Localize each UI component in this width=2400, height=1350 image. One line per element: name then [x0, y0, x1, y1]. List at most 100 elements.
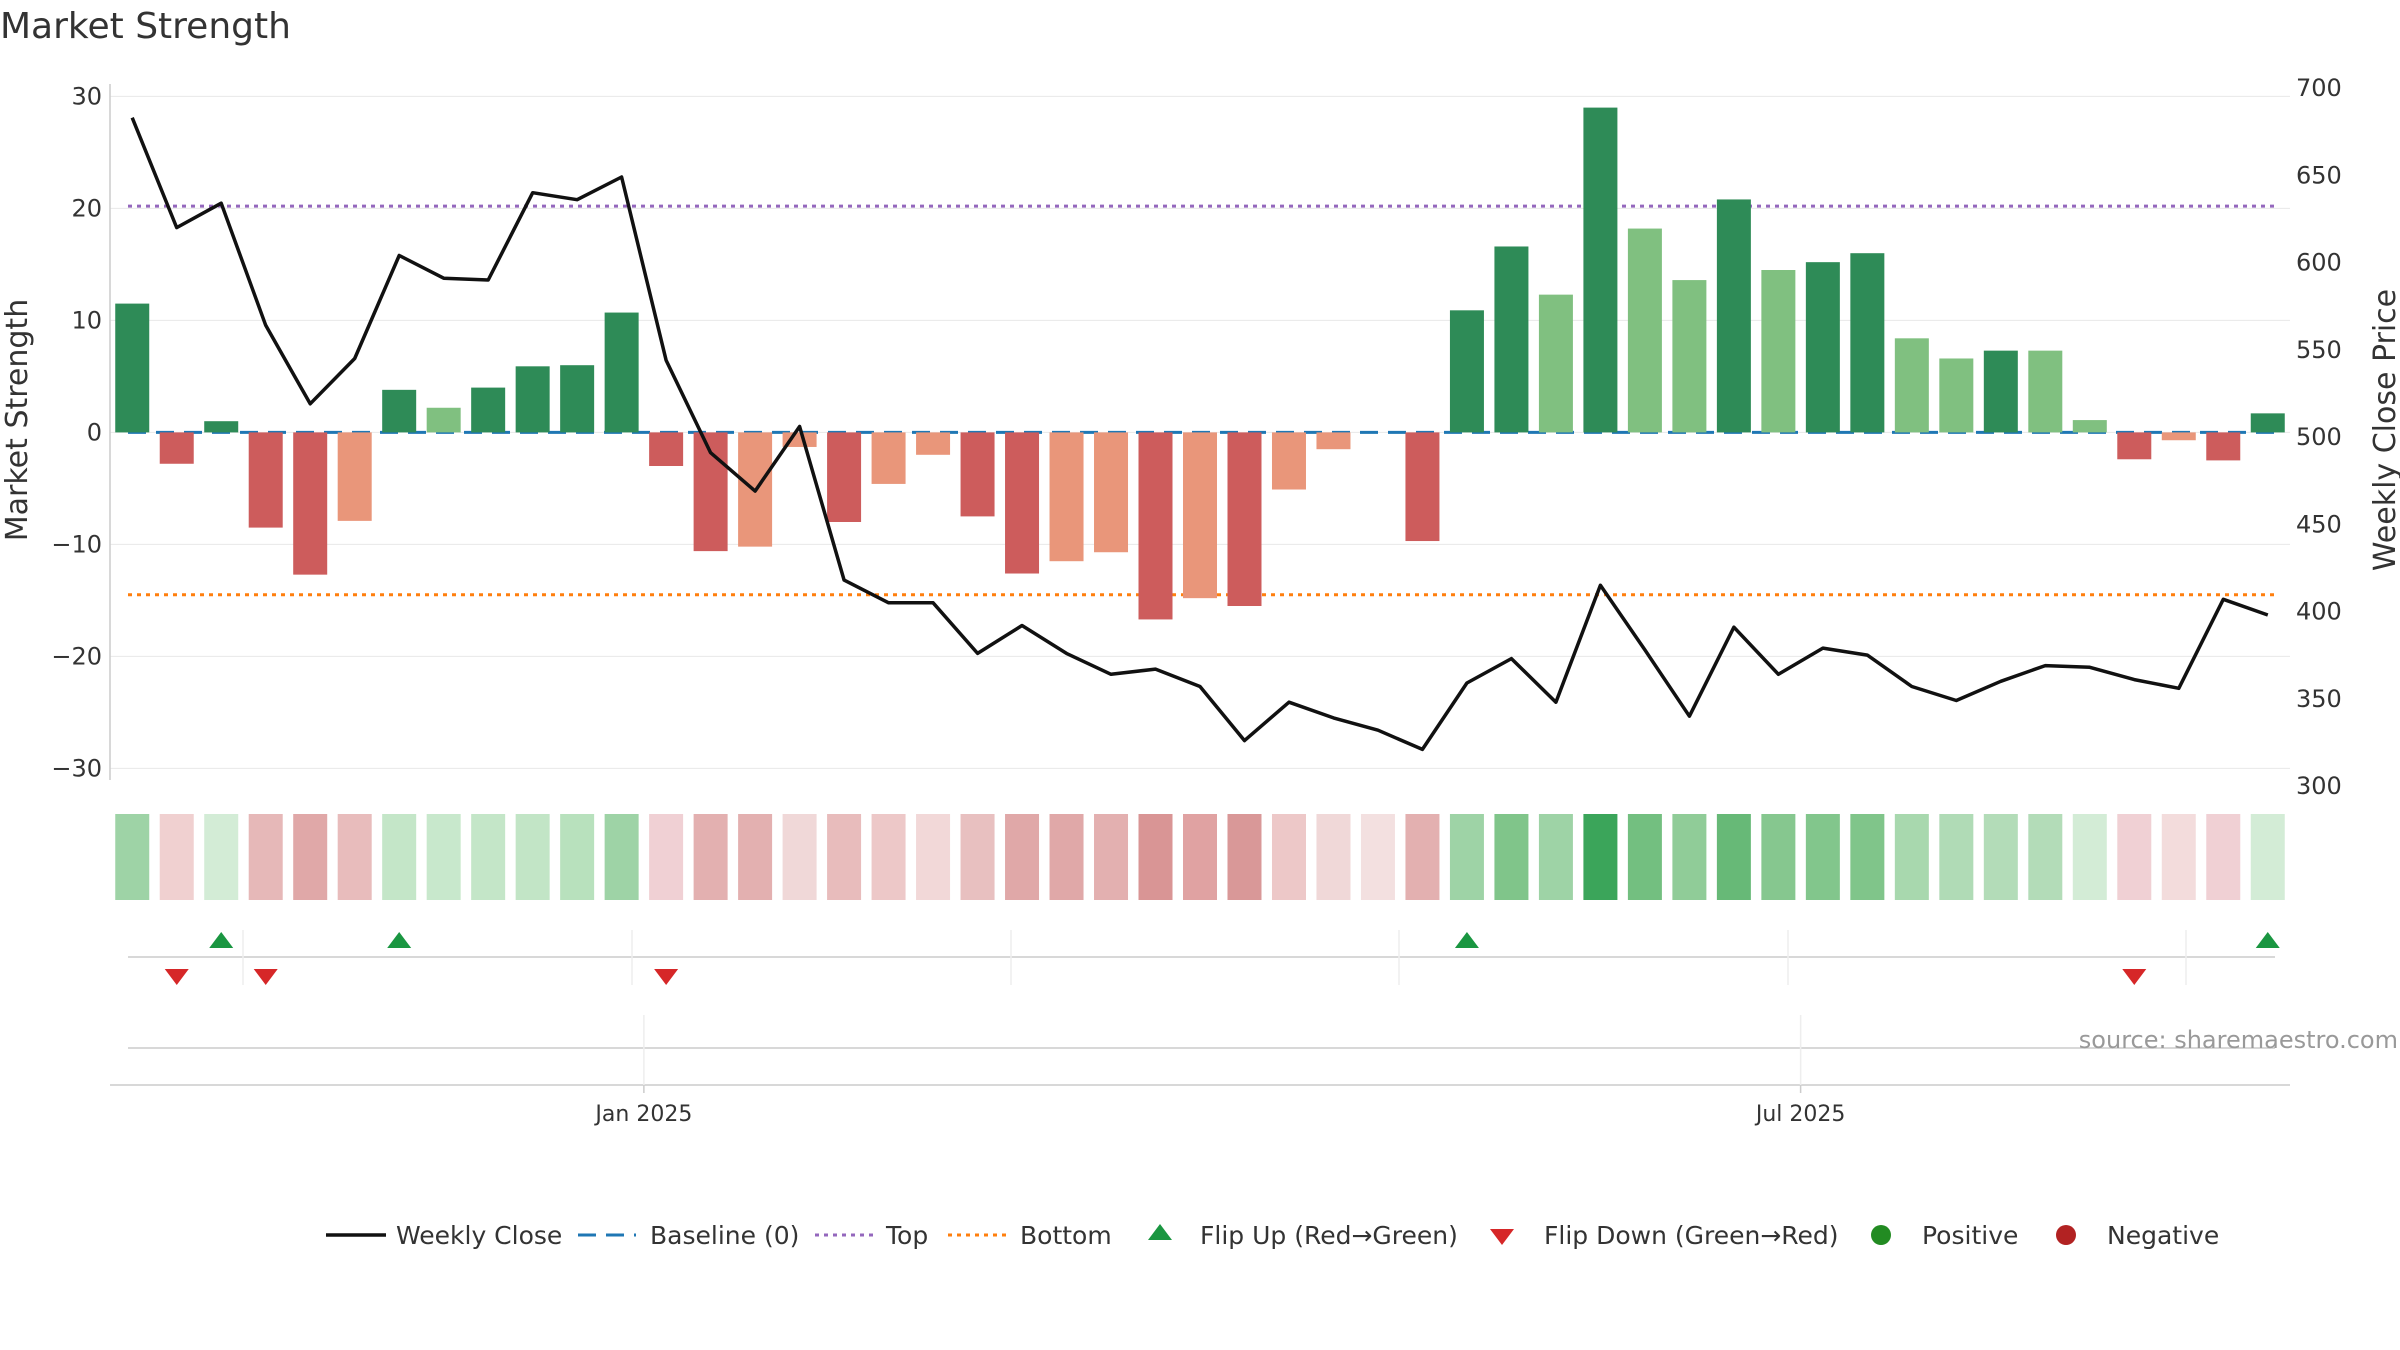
heat-cell	[1227, 814, 1262, 900]
y-axis-right-title: Weekly Close Price	[2368, 289, 2400, 571]
strength-bar	[604, 312, 639, 433]
strength-bar	[2117, 432, 2152, 460]
heat-cell	[1983, 814, 2018, 900]
legend-label-positive: Positive	[1922, 1221, 2018, 1250]
heat-cell	[560, 814, 595, 900]
flip-down-marker	[654, 969, 679, 985]
heat-cell	[960, 814, 995, 900]
strength-bar	[2161, 432, 2196, 441]
strength-bar	[1894, 338, 1929, 433]
y-tick-right: 700	[2296, 74, 2342, 102]
strength-bar	[293, 432, 328, 575]
strength-bar	[1716, 199, 1751, 433]
heat-cell	[159, 814, 194, 900]
strength-bar	[960, 432, 995, 517]
strength-bar	[916, 432, 951, 455]
y-tick-left: 0	[87, 418, 102, 446]
strength-bars	[115, 107, 2285, 620]
legend-swatch-flip-down	[1490, 1229, 1514, 1245]
heat-cell	[2072, 814, 2107, 900]
strength-bar	[1316, 432, 1351, 450]
strength-bar	[1049, 432, 1084, 562]
x-tick-label: Jan 2025	[593, 1102, 692, 1127]
strength-bar	[337, 432, 372, 521]
strength-bar	[827, 432, 862, 522]
heat-cell	[1716, 814, 1751, 900]
legend-swatch-negative	[2056, 1225, 2076, 1245]
y-tick-right: 400	[2296, 598, 2342, 626]
strength-bar	[1005, 432, 1040, 574]
strength-bar	[1227, 432, 1262, 606]
date-axis-panel: Jan 2025 Jul 2025	[110, 1015, 2290, 1127]
strength-bar	[1761, 270, 1796, 433]
heat-cell	[649, 814, 684, 900]
strength-bar	[871, 432, 906, 484]
heat-cell	[1094, 814, 1129, 900]
axes: 30 20 10 0 −10 −20 −30 700 650 600 550 500 450 400 350…	[51, 74, 2341, 800]
heat-cell	[515, 814, 550, 900]
strength-bar	[560, 365, 595, 433]
strength-bar	[1850, 253, 1885, 433]
y-tick-right: 650	[2296, 161, 2342, 189]
heat-cell	[293, 814, 328, 900]
y-tick-left: 10	[71, 306, 102, 334]
strength-bar	[1983, 350, 2018, 433]
legend-swatch-positive	[1871, 1225, 1891, 1245]
strength-bar	[1094, 432, 1129, 553]
heat-cell	[782, 814, 817, 900]
heat-cell	[1183, 814, 1217, 900]
heat-cell	[1360, 814, 1395, 900]
heat-cell	[916, 814, 951, 900]
y-tick-left: −10	[51, 530, 102, 558]
heat-cell	[1672, 814, 1707, 900]
strength-bar	[515, 366, 550, 433]
strength-bar	[204, 421, 239, 433]
source-note: source: sharemaestro.com	[2079, 1026, 2398, 1054]
heat-cell	[1494, 814, 1529, 900]
heat-cell	[2028, 814, 2063, 900]
heat-cell	[1850, 814, 1885, 900]
y-tick-left: 20	[71, 194, 102, 222]
strength-bar	[1494, 246, 1529, 433]
strength-bar	[248, 432, 283, 528]
strength-bar	[2206, 432, 2241, 461]
strength-bar	[1138, 432, 1173, 620]
y-tick-right: 300	[2296, 772, 2342, 800]
flip-up-marker	[387, 932, 412, 948]
heat-cell	[2161, 814, 2196, 900]
y-tick-right: 450	[2296, 510, 2342, 538]
heat-cell	[1538, 814, 1573, 900]
y-tick-right: 500	[2296, 423, 2342, 451]
strength-bar	[382, 389, 417, 433]
heat-cell	[1005, 814, 1040, 900]
heat-cell	[604, 814, 639, 900]
heat-cell	[871, 814, 906, 900]
heat-cell	[1805, 814, 1840, 900]
strength-bar	[1805, 262, 1840, 433]
strength-bar	[2072, 420, 2107, 433]
flip-markers-panel	[128, 930, 2280, 985]
y-tick-right: 550	[2296, 336, 2342, 364]
legend-label-top: Top	[885, 1221, 928, 1250]
heat-cell	[382, 814, 417, 900]
heat-cell	[426, 814, 461, 900]
strength-bar	[1271, 432, 1306, 490]
legend-label-bottom: Bottom	[1020, 1221, 1112, 1250]
strength-bar	[1183, 432, 1217, 599]
heat-cell	[1316, 814, 1351, 900]
strength-bar	[1538, 294, 1573, 433]
legend-label-baseline: Baseline (0)	[650, 1221, 799, 1250]
y-tick-right: 350	[2296, 685, 2342, 713]
legend-label-flip-up: Flip Up (Red→Green)	[1200, 1221, 1458, 1250]
legend-label-flip-down: Flip Down (Green→Red)	[1544, 1221, 1839, 1250]
x-tick-label: Jul 2025	[1754, 1102, 1846, 1127]
flip-down-marker	[2122, 969, 2147, 985]
strength-bar	[2028, 350, 2063, 433]
heat-cell	[738, 814, 773, 900]
heat-cell	[827, 814, 862, 900]
flip-down-marker	[253, 969, 278, 985]
strength-bar	[649, 432, 684, 466]
heat-cell	[1138, 814, 1173, 900]
strength-bar	[1672, 280, 1707, 433]
flip-up-marker	[1454, 932, 1479, 948]
